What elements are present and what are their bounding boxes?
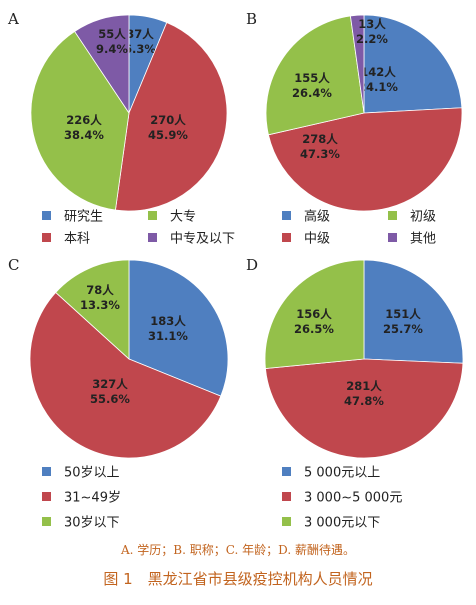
legend-label: 31~49岁 (64, 491, 121, 506)
slice-data-label: 78人 13.3% (80, 283, 120, 312)
slice-data-label: 327人 55.6% (90, 377, 130, 406)
legend-item: 本科 (42, 232, 90, 247)
legend-label: 大专 (170, 210, 196, 225)
legend-item: 3 000~5 000元 (282, 491, 402, 506)
pie-chart-c: C 183人 31.1% 327人 55.6% 78人 13.3% 50岁以上 31~49岁 30… (8, 256, 229, 531)
legend-swatch (42, 517, 51, 526)
legend-swatch (282, 492, 291, 501)
legend-item: 30岁以下 (42, 516, 120, 531)
legend-item: 31~49岁 (42, 491, 121, 506)
legend-label: 5 000元以上 (304, 466, 380, 481)
pie-slice (55, 259, 130, 360)
slice-data-label: 142人 24.1% (358, 65, 398, 94)
pie-slice (349, 14, 365, 114)
slice-data-label: 278人 47.3% (300, 132, 340, 161)
slice-data-label: 270人 45.9% (148, 113, 188, 142)
legend-item: 中级 (282, 232, 330, 247)
panel-letter: B (246, 10, 257, 28)
legend-item: 高级 (282, 209, 330, 225)
panel-letter: C (8, 256, 19, 274)
legend-swatch (388, 211, 397, 220)
legend-item: 中专及以下 (148, 232, 235, 247)
legend-swatch (282, 467, 291, 476)
pie-slice (264, 259, 365, 369)
legend-item: 其他 (388, 232, 436, 247)
slice-data-label: 151人 25.7% (383, 307, 423, 336)
legend-swatch (42, 211, 51, 220)
legend-label: 中专及以下 (170, 232, 235, 247)
slice-data-label: 226人 38.4% (64, 113, 104, 142)
legend-label: 3 000~5 000元 (304, 491, 402, 506)
pie-charts-figure: A 37人 6.3% 270人 45.9% 226人 38.4% 55人 9.4% 研究生 大专本科… (7, 10, 464, 531)
legend-label: 高级 (304, 209, 330, 225)
legend-item: 3 000元以下 (282, 516, 380, 531)
legend-swatch (282, 211, 291, 220)
legend-swatch (42, 492, 51, 501)
slice-data-label: 55人 9.4% (96, 27, 128, 56)
legend-item: 研究生 (42, 210, 103, 225)
slice-data-label: 37人 6.3% (124, 27, 156, 56)
pie-slice (363, 259, 464, 364)
legend-label: 50岁以上 (64, 466, 120, 481)
slice-data-label: 156人 26.5% (294, 307, 334, 336)
panel-letter: D (246, 256, 258, 274)
legend-swatch (148, 211, 157, 220)
legend-label: 本科 (64, 232, 90, 247)
figure-caption: 图 1 黑龙江省市县级疫控机构人员情况 (103, 570, 373, 588)
legend-label: 研究生 (64, 210, 103, 225)
legend-swatch (282, 233, 291, 242)
legend-swatch (388, 233, 397, 242)
legend-label: 3 000元以下 (304, 516, 380, 531)
legend-swatch (148, 233, 157, 242)
figure-subcaption: A. 学历；B. 职称；C. 年龄；D. 薪酬待遇。 (121, 543, 355, 557)
slice-data-label: 13人 2.2% (356, 17, 388, 46)
legend-swatch (282, 517, 291, 526)
slice-data-label: 183人 31.1% (148, 314, 188, 343)
pie-chart-b: B 142人 24.1% 278人 47.3% 155人 26.4% 13人 2.2% 高级 初级中… (246, 10, 463, 247)
legend-swatch (42, 467, 51, 476)
pie-slice (29, 291, 222, 459)
pie-chart-a: A 37人 6.3% 270人 45.9% 226人 38.4% 55人 9.4% 研究生 大专本科… (7, 10, 235, 247)
pie-slice (30, 30, 130, 211)
slice-data-label: 281人 47.8% (344, 379, 384, 408)
legend-item: 5 000元以上 (282, 466, 380, 481)
slice-data-label: 155人 26.4% (292, 71, 332, 100)
pie-slice (74, 14, 130, 115)
pie-slice (265, 358, 464, 459)
legend-item: 初级 (388, 210, 436, 225)
pie-chart-d: D 151人 25.7% 281人 47.8% 156人 26.5% 5 000元以上 3 00… (246, 256, 464, 531)
pie-slice (265, 15, 365, 136)
pie-slice (267, 107, 463, 212)
legend-swatch (42, 233, 51, 242)
pie-slice (363, 14, 463, 114)
legend-label: 中级 (304, 232, 330, 247)
legend-label: 其他 (410, 232, 436, 247)
legend-label: 初级 (410, 210, 436, 225)
panel-letter: A (7, 10, 19, 28)
pie-slice (114, 22, 228, 212)
pie-slice (128, 259, 229, 397)
legend-label: 30岁以下 (64, 516, 120, 531)
legend-item: 大专 (148, 210, 196, 225)
legend-item: 50岁以上 (42, 466, 120, 481)
